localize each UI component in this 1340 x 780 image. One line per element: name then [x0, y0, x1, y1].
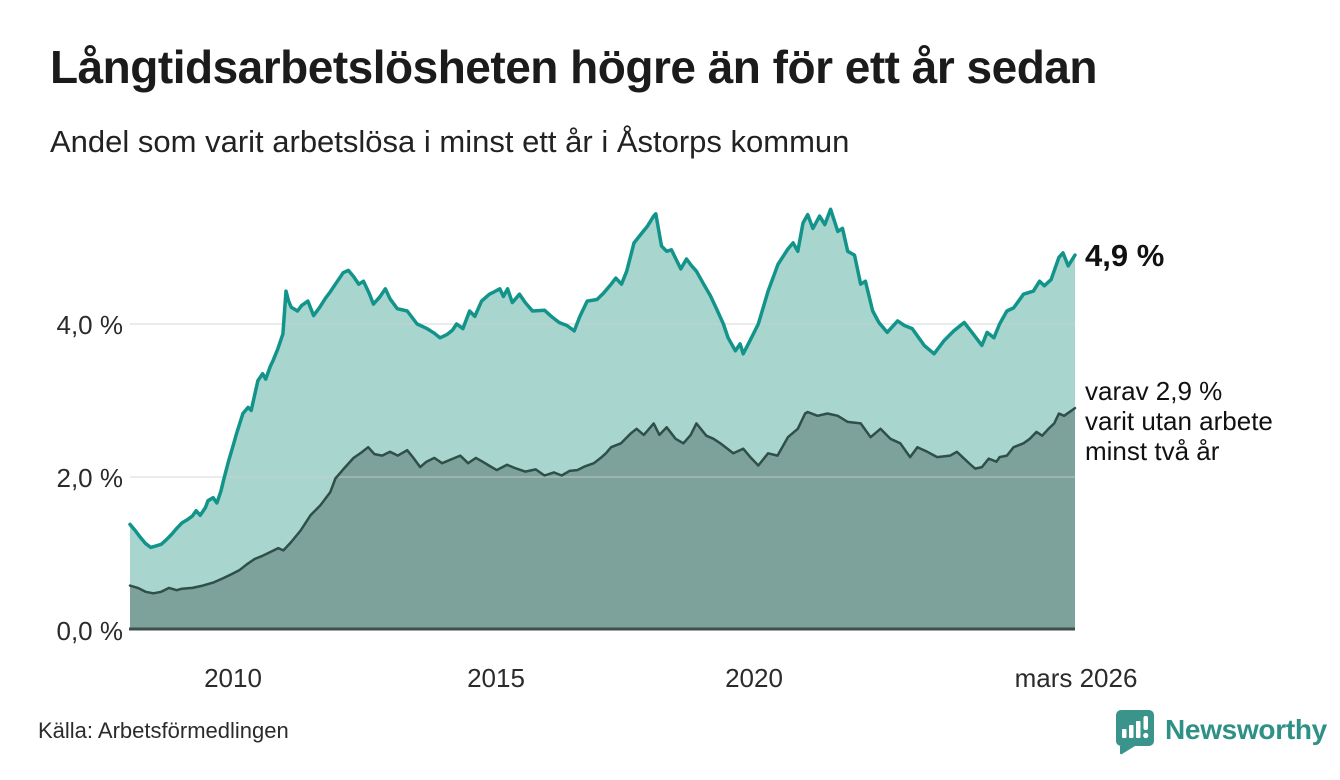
x-axis-tick-2010: 2010: [204, 663, 262, 693]
y-axis-tick-0: 0,0 %: [56, 616, 124, 646]
annotation-line-1: varav 2,9 %: [1085, 376, 1223, 406]
series-end-label-two-years: varav 2,9 % varit utan arbete minst två …: [1085, 376, 1273, 466]
series-line-1: [128, 406, 1077, 595]
x-axis-tick-2020: 2020: [725, 663, 783, 693]
newsworthy-logo[interactable]: Newsworthy: [1113, 708, 1327, 756]
annotation-line-2: varit utan arbete: [1085, 406, 1273, 436]
page-title: Långtidsarbetslösheten högre än för ett …: [50, 41, 1097, 93]
annotation-line-3: minst två år: [1085, 436, 1220, 466]
x-axis-tick-mars-2026: mars 2026: [1014, 663, 1138, 693]
x-axis-tick-2015: 2015: [467, 663, 525, 693]
source-note: Källa: Arbetsförmedlingen: [38, 718, 289, 743]
y-axis-tick-2: 2,0 %: [56, 463, 124, 493]
series-line-0: [128, 207, 1077, 550]
y-axis-tick-4: 4,0 %: [56, 310, 124, 340]
series-end-label-total: 4,9 %: [1085, 238, 1165, 273]
newsworthy-logo-icon: [1116, 710, 1154, 755]
newsworthy-logo-text: Newsworthy: [1165, 714, 1327, 745]
page-subtitle: Andel som varit arbetslösa i minst ett å…: [50, 124, 850, 159]
area-fill-1: [130, 408, 1075, 630]
